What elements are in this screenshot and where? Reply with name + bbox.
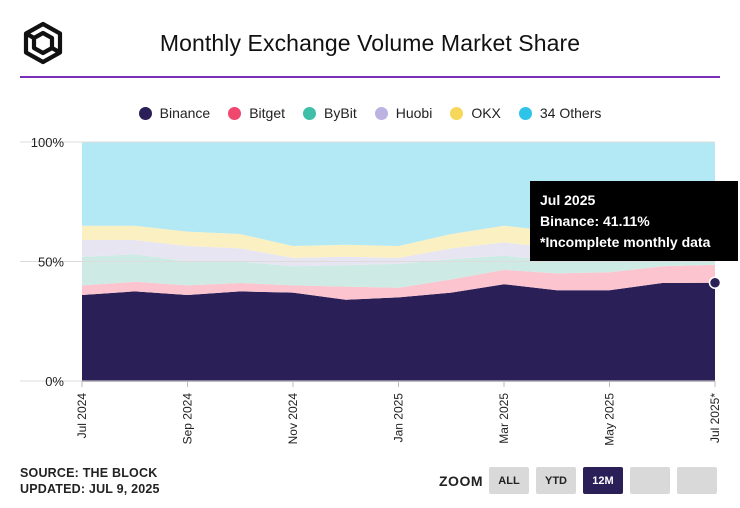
y-tick-label: 50%: [38, 255, 64, 270]
zoom-blank-button-2[interactable]: [677, 467, 717, 494]
binance-highlight-point: [708, 276, 722, 289]
x-tick-label: Nov 2024: [286, 393, 300, 445]
area-binance: [82, 282, 715, 381]
legend-label: Binance: [159, 105, 211, 121]
legend-marker: [228, 106, 242, 120]
zoom-blank-button-1[interactable]: [630, 467, 670, 494]
y-tick-label: 0%: [45, 374, 64, 389]
legend-label: Bitget: [249, 105, 286, 121]
x-tick-label: Jul 2024: [75, 393, 89, 439]
tooltip-date: Jul 2025: [540, 192, 596, 208]
legend-item-34-others[interactable]: 34 Others: [518, 105, 602, 121]
legend-marker: [374, 106, 388, 120]
legend-label: OKX: [471, 105, 501, 121]
legend-label: Huobi: [395, 105, 433, 121]
legend-marker: [518, 106, 532, 120]
source-note: SOURCE: THE BLOCK UPDATED: JUL 9, 2025: [20, 465, 160, 497]
legend-item-huobi[interactable]: Huobi: [374, 105, 433, 121]
x-tick-label: Jul 2025*: [708, 393, 722, 443]
x-tick-label: Sep 2024: [181, 393, 195, 445]
area-bybit: [82, 254, 715, 288]
legend-item-okx[interactable]: OKX: [450, 105, 501, 121]
the-block-logo-icon: [23, 21, 63, 65]
chart-legend: Binance Bitget ByBit Huobi OKX 34 Others: [0, 103, 740, 123]
legend-label: ByBit: [324, 105, 357, 121]
title-divider: [20, 76, 720, 78]
legend-label: 34 Others: [539, 105, 602, 121]
zoom-ytd-button[interactable]: YTD: [536, 467, 576, 494]
x-tick-label: Jan 2025: [392, 393, 406, 443]
zoom-label: ZOOM: [439, 473, 483, 489]
area-bitget: [82, 264, 715, 300]
legend-marker: [138, 106, 152, 120]
header: Monthly Exchange Volume Market Share: [0, 0, 740, 80]
zoom-12m-button[interactable]: 12M: [583, 467, 623, 494]
legend-marker: [303, 106, 317, 120]
source-label: SOURCE: THE BLOCK: [20, 466, 158, 480]
x-tick-label: Mar 2025: [497, 393, 511, 444]
x-tick-label: May 2025: [603, 393, 617, 446]
legend-item-binance[interactable]: Binance: [138, 105, 211, 121]
chart-tooltip: Jul 2025 Binance: 41.11% *Incomplete mon…: [530, 181, 738, 261]
tooltip-note: *Incomplete monthly data: [540, 234, 711, 250]
y-tick-label: 100%: [31, 135, 65, 150]
tooltip-value: Binance: 41.11%: [540, 213, 650, 229]
legend-item-bybit[interactable]: ByBit: [303, 105, 357, 121]
zoom-all-button[interactable]: ALL: [489, 467, 529, 494]
chart-title: Monthly Exchange Volume Market Share: [159, 30, 581, 56]
updated-label: UPDATED: JUL 9, 2025: [20, 482, 160, 496]
legend-marker: [450, 106, 464, 120]
legend-item-bitget[interactable]: Bitget: [228, 105, 285, 121]
